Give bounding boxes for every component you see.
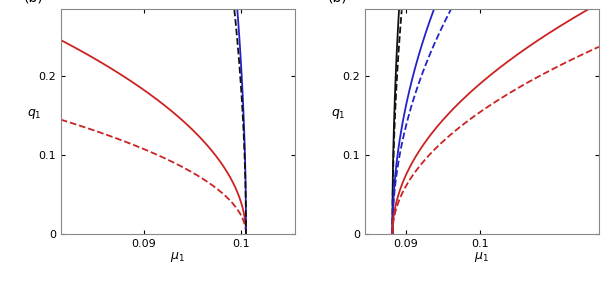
X-axis label: $\mu_1$: $\mu_1$ xyxy=(170,250,185,264)
Text: (b): (b) xyxy=(328,0,347,5)
X-axis label: $\mu_1$: $\mu_1$ xyxy=(474,250,489,264)
Y-axis label: $q_1$: $q_1$ xyxy=(331,108,345,121)
Text: (b): (b) xyxy=(23,0,43,5)
Y-axis label: $q_1$: $q_1$ xyxy=(27,108,41,121)
